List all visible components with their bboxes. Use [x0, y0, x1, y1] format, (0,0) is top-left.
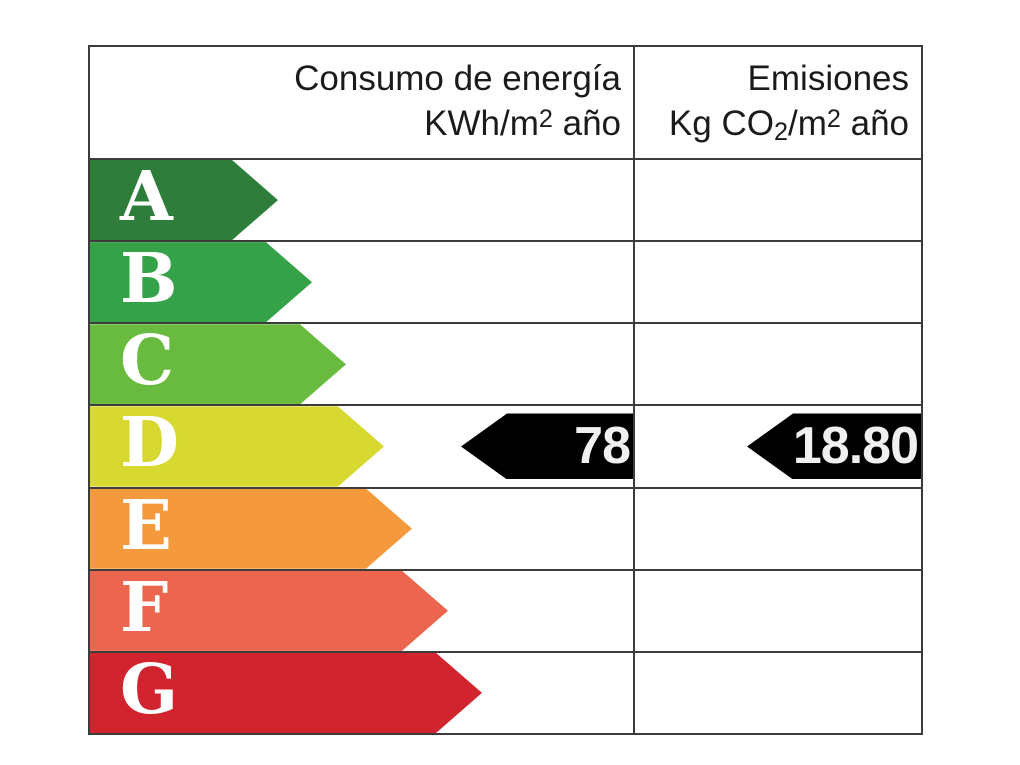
consumo-value-arrow: 78	[461, 413, 633, 480]
rating-letter-d: D	[120, 403, 179, 484]
rating-row-b: B	[90, 242, 921, 325]
rating-d-arrow: D	[90, 406, 384, 486]
emisiones-header-line1: Emisiones	[747, 58, 909, 98]
emisiones-header-line2-part: año	[840, 103, 909, 143]
consumo-cell-a: A	[90, 160, 633, 240]
consumo-cell-d: D 78	[90, 406, 633, 486]
emisiones-header-line2-part: /m	[787, 103, 827, 143]
table-header: Consumo de energía KWh/m2 año Emisiones …	[90, 47, 921, 160]
emisiones-cell-a	[633, 160, 921, 241]
emisiones-cell-e	[633, 488, 921, 569]
emisiones-cell-c	[633, 324, 921, 405]
emisiones-header-line2: Kg CO2/m2 año	[669, 101, 909, 150]
consumo-cell-c: C	[90, 324, 633, 404]
rating-row-e: E	[90, 488, 921, 571]
rating-letter-f: F	[120, 567, 169, 648]
rating-g-arrow: G	[90, 653, 482, 733]
rating-letter-b: B	[120, 239, 178, 320]
rating-c-arrow: C	[90, 324, 346, 404]
emisiones-header-line2-part: 2	[826, 104, 841, 133]
column-header-emisiones: Emisiones Kg CO2/m2 año	[633, 47, 921, 158]
emisiones-value-arrow: 18.80	[747, 413, 921, 480]
rating-a-arrow: A	[90, 160, 278, 240]
consumo-cell-f: F	[90, 571, 633, 651]
rating-letter-c: C	[120, 321, 175, 402]
emisiones-header-line2-part: 2	[773, 118, 788, 147]
rating-row-a: A	[90, 160, 921, 243]
emisiones-cell-f	[633, 570, 921, 651]
rating-row-f: F	[90, 570, 921, 653]
certificate-table: Consumo de energía KWh/m2 año Emisiones …	[88, 45, 923, 735]
rating-row-d: D 78 18.80	[90, 406, 921, 489]
rating-letter-g: G	[120, 649, 179, 730]
consumo-header-line1: Consumo de energía	[294, 58, 621, 98]
rating-b-arrow: B	[90, 242, 312, 322]
consumo-header-line2: KWh/m2 año	[424, 101, 621, 150]
rating-letter-e: E	[120, 485, 172, 566]
consumo-cell-b: B	[90, 242, 633, 322]
emisiones-header-line2-part: Kg CO	[668, 103, 774, 143]
emisiones-cell-b	[633, 242, 921, 323]
consumo-header-line2-part: KWh/m	[424, 103, 539, 143]
rating-f-arrow: F	[90, 571, 448, 651]
column-header-consumo: Consumo de energía KWh/m2 año	[90, 47, 633, 158]
emisiones-cell-g	[633, 652, 921, 733]
ratings-body: A B C D 78 18.80 E F G	[90, 160, 921, 733]
rating-row-c: C	[90, 324, 921, 407]
consumo-cell-e: E	[90, 489, 633, 569]
rating-letter-a: A	[120, 157, 173, 238]
consumo-header-line2-part: 2	[538, 104, 553, 133]
rating-e-arrow: E	[90, 489, 412, 569]
rating-row-g: G	[90, 652, 921, 733]
consumo-header-line2-part: año	[552, 103, 621, 143]
consumo-cell-g: G	[90, 653, 633, 733]
emisiones-cell-d: 18.80	[633, 406, 921, 487]
